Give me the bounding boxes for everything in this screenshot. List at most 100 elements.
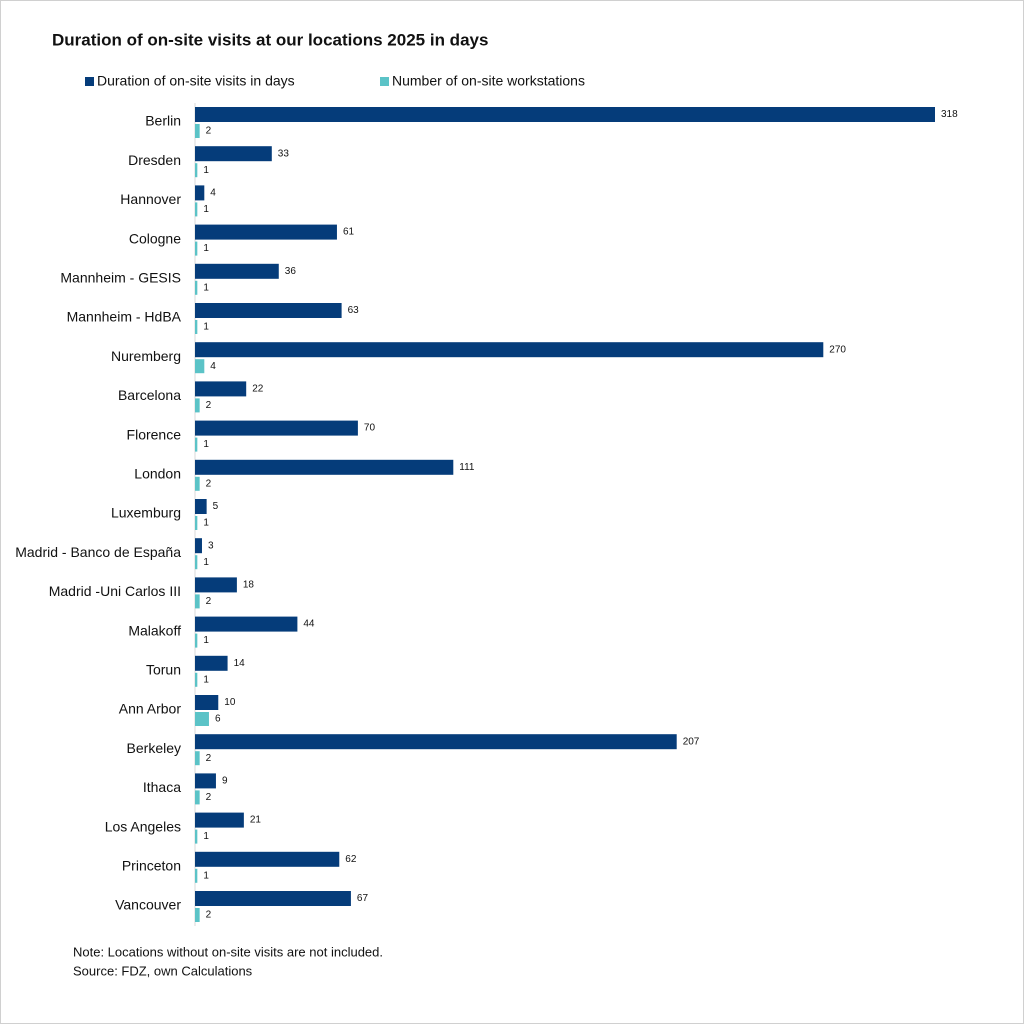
value-label: 207 — [683, 736, 700, 747]
bar — [195, 655, 228, 671]
legend-swatch — [85, 77, 94, 86]
value-label: 1 — [203, 439, 209, 450]
y-tick-label: Madrid -Uni Carlos III — [49, 583, 181, 599]
bar — [195, 303, 342, 318]
bar — [195, 124, 200, 138]
bar — [195, 672, 198, 687]
value-label: 270 — [829, 344, 846, 355]
value-label: 1 — [203, 635, 209, 646]
value-label: 2 — [206, 753, 212, 764]
value-label: 5 — [213, 501, 219, 512]
legend-label: Duration of on-site visits in days — [97, 73, 295, 89]
y-tick-label: Cologne — [129, 230, 181, 246]
bar — [195, 342, 824, 358]
bar — [195, 577, 237, 593]
bar — [195, 185, 205, 201]
legend-label: Number of on-site workstations — [392, 73, 585, 89]
bar — [195, 146, 272, 162]
value-label: 67 — [357, 893, 369, 904]
value-label: 18 — [243, 580, 255, 591]
value-label: 1 — [203, 870, 209, 881]
bar — [195, 263, 279, 279]
bar — [195, 790, 200, 805]
source: Source: FDZ, own Calculations — [73, 963, 253, 978]
note: Note: Locations without on-site visits a… — [73, 944, 383, 959]
bar — [195, 712, 209, 726]
bar — [195, 107, 935, 122]
y-tick-label: Berkeley — [127, 740, 181, 756]
y-tick-label: Ann Arbor — [119, 701, 182, 717]
bar — [195, 829, 198, 844]
bar — [195, 381, 247, 397]
bar — [195, 437, 198, 452]
bar — [195, 320, 198, 334]
bar — [195, 538, 202, 554]
y-tick-label: Florence — [127, 426, 182, 442]
bar — [195, 812, 244, 828]
y-tick-label: Mannheim - GESIS — [60, 270, 181, 286]
value-label: 4 — [210, 188, 216, 199]
y-tick-label: Nuremberg — [111, 348, 181, 364]
y-tick-label: Mannheim - HdBA — [67, 309, 182, 325]
value-label: 1 — [203, 282, 209, 293]
bar — [195, 594, 200, 609]
value-label: 70 — [364, 423, 376, 434]
bar — [195, 359, 205, 374]
bar — [195, 499, 207, 514]
bar — [195, 868, 198, 883]
y-tick-label: Dresden — [128, 152, 181, 168]
value-label: 2 — [206, 126, 212, 137]
bar — [195, 163, 198, 178]
value-label: 44 — [303, 619, 315, 630]
bar — [195, 616, 298, 632]
bar — [195, 241, 198, 256]
bar — [195, 908, 200, 922]
bar — [195, 516, 198, 530]
y-tick-label: Torun — [146, 662, 181, 678]
bar — [195, 734, 677, 750]
value-label: 1 — [203, 831, 209, 842]
value-label: 33 — [278, 148, 290, 159]
bar — [195, 459, 454, 475]
value-label: 63 — [348, 305, 360, 316]
bar — [195, 224, 337, 240]
y-tick-label: Ithaca — [143, 779, 181, 795]
y-tick-label: Vancouver — [115, 897, 181, 913]
bar — [195, 773, 216, 789]
chart-title: Duration of on-site visits at our locati… — [52, 30, 488, 49]
value-label: 2 — [206, 792, 212, 803]
value-label: 1 — [203, 518, 209, 529]
bar — [195, 891, 351, 906]
value-label: 61 — [343, 227, 355, 238]
value-label: 1 — [203, 165, 209, 176]
bar — [195, 202, 198, 217]
y-tick-label: Madrid - Banco de España — [15, 544, 181, 560]
bar — [195, 633, 198, 648]
bar — [195, 695, 219, 710]
y-tick-label: Barcelona — [118, 387, 181, 403]
y-tick-label: Hannover — [120, 191, 181, 207]
bar — [195, 280, 198, 295]
value-label: 21 — [250, 815, 262, 826]
value-label: 111 — [459, 462, 475, 473]
legend-swatch — [380, 77, 389, 86]
value-label: 2 — [206, 596, 212, 607]
value-label: 1 — [203, 322, 209, 333]
value-label: 9 — [222, 776, 228, 787]
value-label: 2 — [206, 400, 212, 411]
bar — [195, 851, 340, 867]
value-label: 4 — [210, 361, 216, 372]
value-label: 1 — [203, 557, 209, 568]
y-tick-label: Berlin — [145, 113, 181, 129]
value-label: 6 — [215, 714, 221, 725]
value-label: 62 — [345, 854, 357, 865]
value-label: 3 — [208, 540, 214, 551]
y-tick-label: London — [134, 466, 181, 482]
bar — [195, 555, 198, 570]
bar — [195, 420, 358, 436]
y-tick-label: Malakoff — [128, 622, 181, 638]
value-label: 1 — [203, 674, 209, 685]
y-tick-label: Luxemburg — [111, 505, 181, 521]
